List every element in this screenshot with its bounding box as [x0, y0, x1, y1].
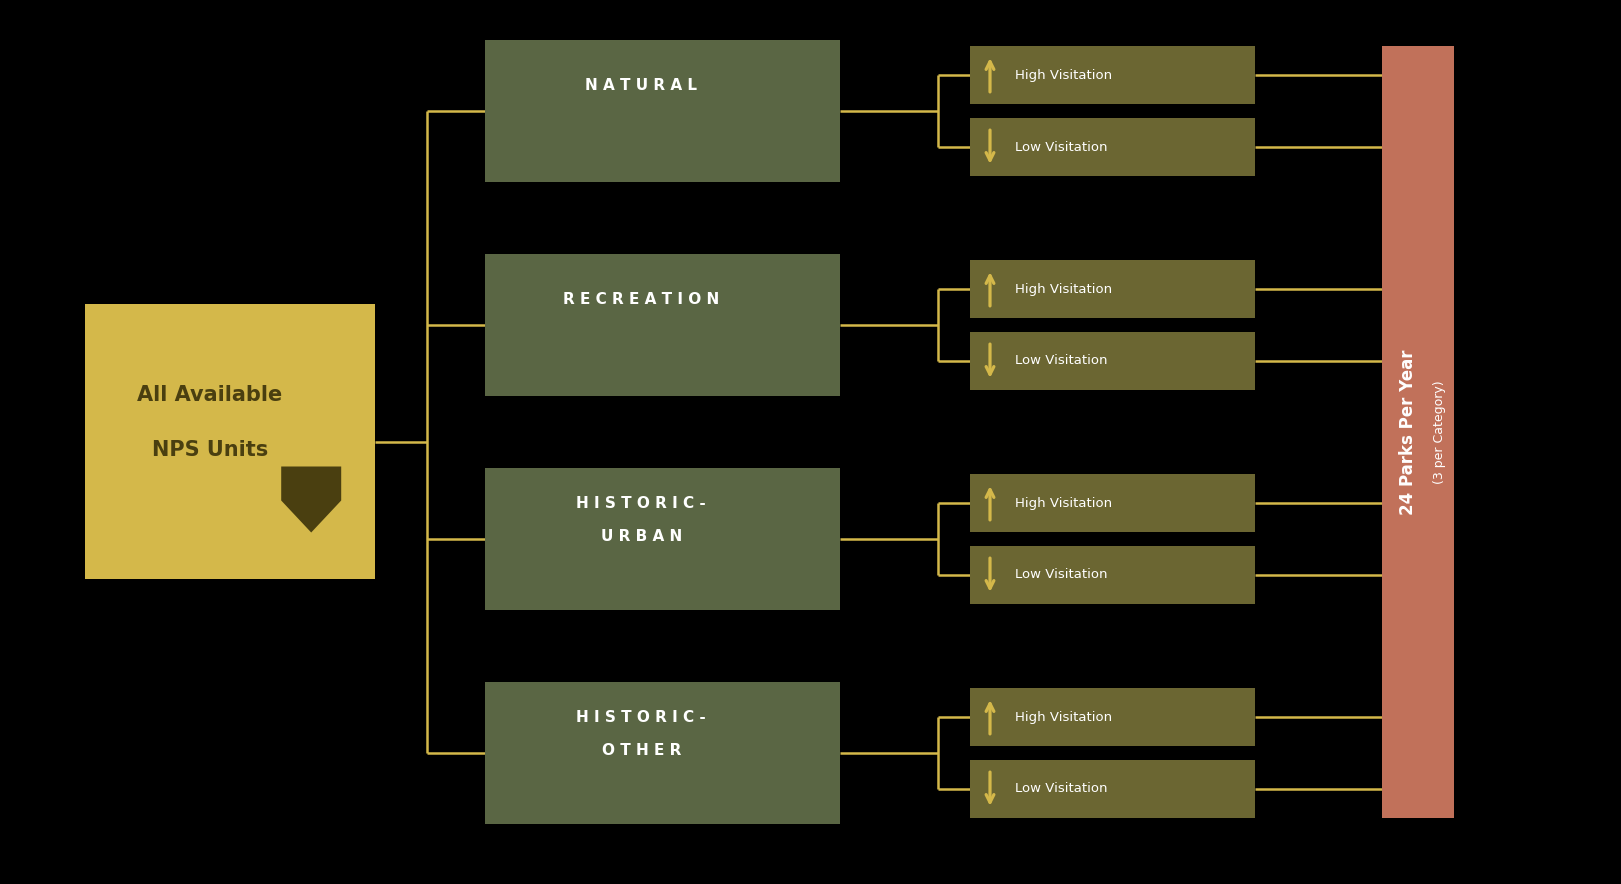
Bar — [1383, 46, 1454, 818]
Polygon shape — [280, 467, 340, 532]
Text: High Visitation: High Visitation — [1015, 68, 1112, 81]
Text: N A T U R A L: N A T U R A L — [585, 78, 697, 93]
Text: U R B A N: U R B A N — [600, 529, 682, 544]
Text: (3 per Category): (3 per Category) — [1433, 380, 1446, 484]
Text: NPS Units: NPS Units — [152, 439, 267, 460]
Bar — [485, 468, 840, 610]
Text: Low Visitation: Low Visitation — [1015, 354, 1107, 368]
Bar — [969, 46, 1255, 104]
Text: H I S T O R I C -: H I S T O R I C - — [577, 496, 707, 511]
Text: H I S T O R I C -: H I S T O R I C - — [577, 710, 707, 725]
Bar — [485, 40, 840, 182]
Bar — [969, 332, 1255, 390]
Text: 24 Parks Per Year: 24 Parks Per Year — [1399, 349, 1417, 514]
Text: R E C R E A T I O N: R E C R E A T I O N — [562, 292, 720, 307]
Text: Low Visitation: Low Visitation — [1015, 782, 1107, 796]
Text: Low Visitation: Low Visitation — [1015, 568, 1107, 582]
Text: High Visitation: High Visitation — [1015, 711, 1112, 723]
Text: O T H E R: O T H E R — [601, 743, 681, 758]
Text: All Available: All Available — [138, 385, 282, 405]
Text: High Visitation: High Visitation — [1015, 497, 1112, 509]
Bar — [84, 304, 374, 579]
Bar — [485, 254, 840, 396]
Bar — [969, 546, 1255, 604]
Text: High Visitation: High Visitation — [1015, 283, 1112, 295]
Bar — [969, 760, 1255, 818]
Bar — [969, 118, 1255, 176]
Bar — [485, 682, 840, 824]
Bar — [969, 688, 1255, 746]
Bar — [969, 260, 1255, 318]
Bar — [969, 474, 1255, 532]
Text: Low Visitation: Low Visitation — [1015, 141, 1107, 154]
